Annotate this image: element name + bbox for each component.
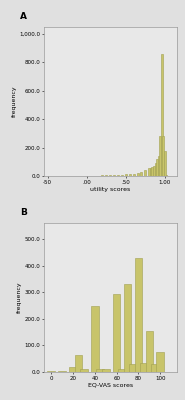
Bar — [157, 352, 164, 372]
Bar — [158, 156, 160, 176]
Bar — [117, 175, 119, 176]
Bar — [129, 364, 137, 372]
Text: A: A — [20, 12, 27, 21]
Bar — [75, 355, 82, 372]
Bar — [154, 163, 157, 176]
Y-axis label: frequency: frequency — [17, 282, 22, 313]
Bar — [113, 175, 115, 176]
Bar — [121, 174, 123, 176]
Bar — [105, 175, 107, 176]
Bar — [156, 159, 158, 176]
Bar — [153, 166, 155, 176]
Bar — [162, 136, 164, 176]
Bar — [113, 294, 120, 372]
Bar — [159, 136, 161, 176]
Bar — [97, 370, 104, 372]
Bar — [69, 367, 77, 372]
Bar — [151, 167, 153, 176]
Bar — [124, 284, 131, 372]
Bar — [80, 370, 88, 372]
Bar — [150, 168, 152, 176]
Bar — [109, 175, 111, 176]
Y-axis label: frequency: frequency — [12, 86, 17, 117]
Bar — [118, 370, 126, 372]
Bar — [133, 174, 135, 176]
X-axis label: EQ-VAS scores: EQ-VAS scores — [88, 383, 133, 388]
Bar — [151, 364, 159, 372]
Bar — [140, 363, 148, 372]
Bar — [140, 172, 142, 176]
Bar — [102, 370, 110, 372]
Bar — [161, 54, 163, 176]
Bar — [129, 174, 131, 176]
Bar — [47, 371, 55, 372]
Bar — [164, 151, 166, 176]
Bar — [58, 371, 66, 372]
Bar — [148, 168, 150, 176]
X-axis label: utility scores: utility scores — [90, 187, 130, 192]
Bar — [146, 331, 153, 372]
Bar — [144, 170, 146, 176]
Bar — [125, 174, 127, 176]
Bar — [91, 306, 99, 372]
Text: B: B — [20, 208, 26, 217]
Bar — [137, 173, 139, 176]
Bar — [135, 258, 142, 372]
